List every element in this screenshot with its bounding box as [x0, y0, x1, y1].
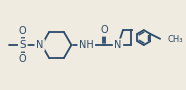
Text: N: N: [114, 40, 122, 50]
Text: O: O: [100, 25, 108, 35]
Text: NH: NH: [79, 40, 94, 50]
Text: O: O: [19, 26, 27, 36]
Text: O: O: [19, 54, 27, 64]
Text: CH₃: CH₃: [167, 35, 183, 44]
Text: S: S: [20, 40, 26, 50]
Text: N: N: [36, 40, 43, 50]
